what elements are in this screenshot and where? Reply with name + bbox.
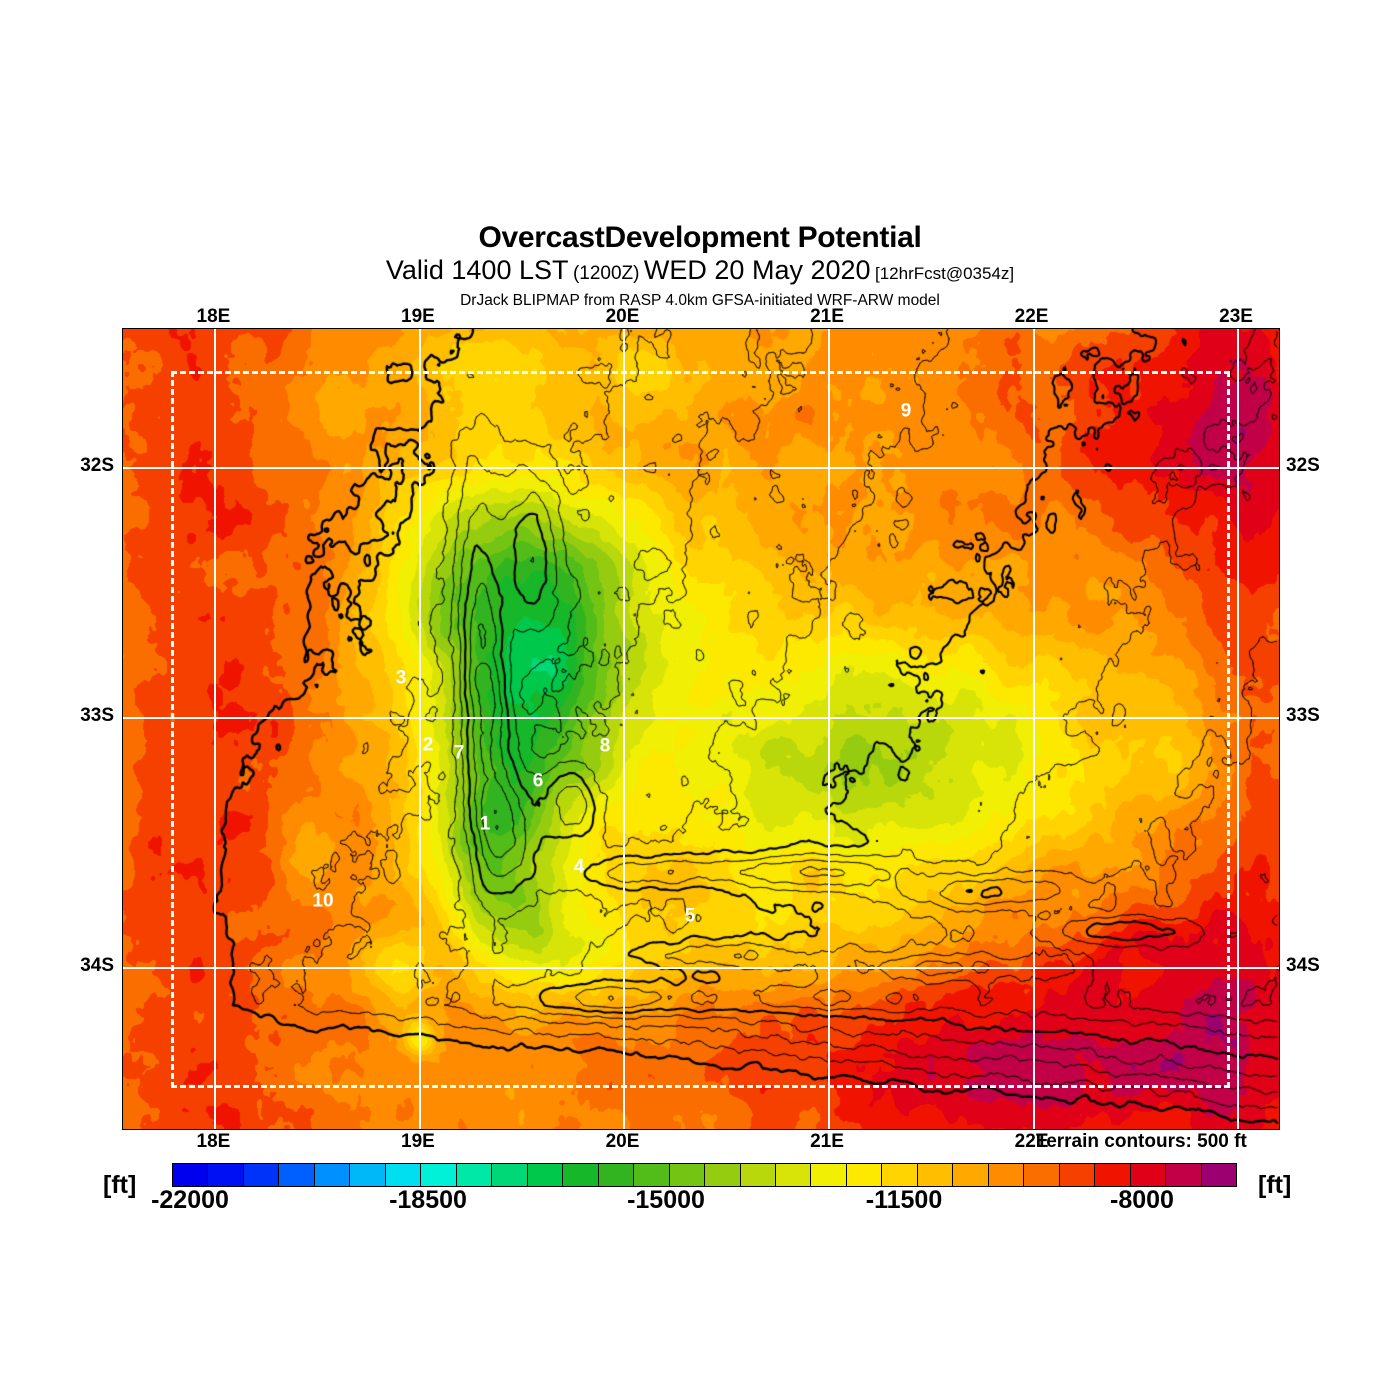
forecast-domain-box xyxy=(171,371,1230,1088)
forecast-tag-text: [12hrFcst@0354z] xyxy=(874,264,1015,283)
lat-label-right-33S: 33S xyxy=(1286,705,1320,727)
colorbar-segment-5 xyxy=(350,1164,386,1186)
lon-label-bottom-19E: 19E xyxy=(401,1131,435,1152)
gridline-lat-33S xyxy=(123,717,1279,720)
lat-label-left-34S: 34S xyxy=(80,955,114,977)
colorbar-tick--22000: -22000 xyxy=(151,1186,229,1214)
colorbar-tick--15000: -15000 xyxy=(627,1186,705,1214)
colorbar-segment-19 xyxy=(846,1164,883,1186)
colorbar-segment-12 xyxy=(598,1164,635,1186)
colorbar[interactable] xyxy=(172,1163,1237,1187)
colorbar-segment-23 xyxy=(988,1164,1025,1186)
site-marker-10[interactable]: 10 xyxy=(312,890,334,912)
valid-date-text: WED 20 May 2020 xyxy=(643,255,871,285)
colorbar-segment-8 xyxy=(456,1164,493,1186)
colorbar-segment-24 xyxy=(1024,1164,1060,1186)
lon-label-top-23E: 23E xyxy=(1219,306,1253,327)
lon-label-bottom-21E: 21E xyxy=(810,1131,844,1152)
colorbar-unit-left: [ft] xyxy=(103,1171,137,1199)
colorbar-segment-18 xyxy=(811,1164,847,1186)
site-marker-2[interactable]: 2 xyxy=(422,734,434,756)
lat-label-left-32S: 32S xyxy=(80,455,114,477)
lon-label-top-21E: 21E xyxy=(810,306,844,327)
lat-label-right-32S: 32S xyxy=(1286,455,1320,477)
title-block: OvercastDevelopment Potential Valid 1400… xyxy=(0,222,1400,311)
zulu-time-text: (1200Z) xyxy=(572,263,640,284)
site-marker-9[interactable]: 9 xyxy=(900,400,912,422)
colorbar-segment-11 xyxy=(563,1164,599,1186)
lat-label-right-34S: 34S xyxy=(1286,955,1320,977)
colorbar-segment-20 xyxy=(882,1164,918,1186)
colorbar-unit-right: [ft] xyxy=(1258,1171,1292,1199)
lon-label-bottom-18E: 18E xyxy=(196,1131,231,1152)
colorbar-segment-16 xyxy=(740,1164,776,1186)
site-marker-3[interactable]: 3 xyxy=(395,667,407,689)
colorbar-segment-7 xyxy=(421,1164,457,1186)
site-marker-8[interactable]: 8 xyxy=(599,735,611,757)
colorbar-segment-17 xyxy=(775,1164,812,1186)
colorbar-segment-2 xyxy=(243,1164,280,1186)
colorbar-tick--18500: -18500 xyxy=(389,1186,467,1214)
site-marker-1[interactable]: 1 xyxy=(479,813,491,835)
colorbar-segment-26 xyxy=(1095,1164,1131,1186)
colorbar-segment-9 xyxy=(492,1164,528,1186)
lon-label-top-20E: 20E xyxy=(605,306,640,327)
colorbar-segment-3 xyxy=(279,1164,315,1186)
gridline-lon-21E xyxy=(828,329,830,1129)
lon-label-bottom-20E: 20E xyxy=(605,1131,640,1152)
colorbar-segment-1 xyxy=(208,1164,244,1186)
colorbar-segment-25 xyxy=(1059,1164,1096,1186)
gridline-lon-18E xyxy=(214,329,217,1129)
weather-map[interactable]: 1 2 3 4 5 6 7 8 9 10 xyxy=(122,328,1280,1130)
gridline-lat-34S xyxy=(123,967,1279,970)
gridline-lon-23E xyxy=(1237,329,1240,1129)
colorbar-segment-0 xyxy=(173,1164,209,1186)
colorbar-segment-22 xyxy=(953,1164,989,1186)
colorbar-tick--8000: -8000 xyxy=(1110,1186,1174,1214)
lat-label-left-33S: 33S xyxy=(80,705,114,727)
site-marker-5[interactable]: 5 xyxy=(684,905,696,927)
terrain-contour-note: Terrain contours: 500 ft xyxy=(1036,1131,1247,1152)
gridline-lon-19E xyxy=(418,329,421,1129)
colorbar-segment-15 xyxy=(705,1164,741,1186)
colorbar-segment-28 xyxy=(1166,1164,1202,1186)
lon-label-top-18E: 18E xyxy=(196,306,231,327)
page-title: OvercastDevelopment Potential xyxy=(478,221,922,254)
colorbar-segment-27 xyxy=(1130,1164,1167,1186)
site-marker-4[interactable]: 4 xyxy=(573,856,585,878)
site-marker-6[interactable]: 6 xyxy=(532,770,544,792)
gridline-lon-20E xyxy=(623,329,626,1129)
site-marker-7[interactable]: 7 xyxy=(453,742,465,764)
colorbar-segment-10 xyxy=(527,1164,564,1186)
gridline-lon-22E xyxy=(1032,329,1035,1129)
colorbar-segment-14 xyxy=(669,1164,706,1186)
gridline-lat-32S xyxy=(123,467,1279,470)
colorbar-segment-13 xyxy=(634,1164,670,1186)
lon-label-top-19E: 19E xyxy=(401,306,435,327)
colorbar-segment-21 xyxy=(917,1164,954,1186)
colorbar-segment-4 xyxy=(314,1164,351,1186)
colorbar-segment-29 xyxy=(1201,1164,1237,1186)
lon-label-bottom-22E: 22E xyxy=(1014,1131,1049,1152)
model-description: DrJack BLIPMAP from RASP 4.0km GFSA-init… xyxy=(460,292,940,309)
map-raster-field xyxy=(123,329,1279,1129)
lon-label-top-22E: 22E xyxy=(1014,306,1049,327)
subtitle: Valid 1400 LST (1200Z) WED 20 May 2020 [… xyxy=(0,254,1400,291)
colorbar-tick--11500: -11500 xyxy=(865,1186,943,1214)
colorbar-segment-6 xyxy=(385,1164,422,1186)
valid-time-text: Valid 1400 LST xyxy=(385,255,569,285)
